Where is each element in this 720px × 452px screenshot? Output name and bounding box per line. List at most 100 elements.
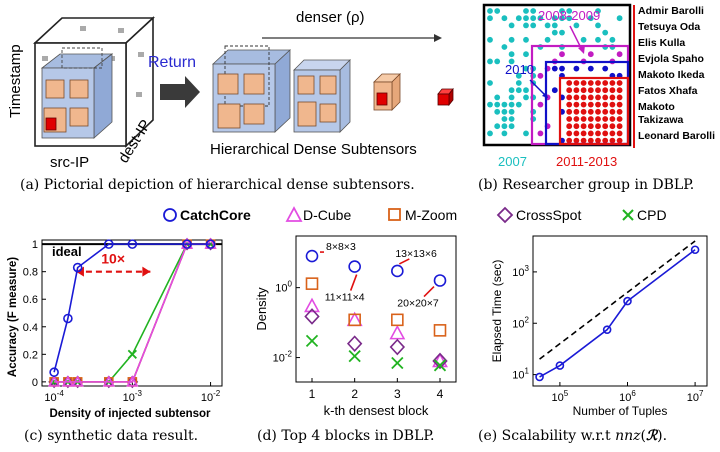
adjacency-dot (609, 36, 616, 43)
adjacency-dot (602, 137, 609, 144)
adjacency-dot (523, 65, 529, 72)
annotation-ideal: ideal (52, 244, 82, 259)
adjacency-dot (494, 101, 501, 108)
x-tick-label: 1 (309, 387, 316, 401)
adjacency-dot (609, 94, 616, 101)
plot-frame (41, 239, 223, 387)
block-size-annotation: 8×8×3 (326, 241, 356, 253)
adjacency-dot (559, 8, 565, 14)
adjacency-dot (530, 8, 537, 14)
x-tick-label: 3 (394, 387, 401, 401)
axis-src-label: src-IP (50, 154, 89, 171)
adjacency-dot (580, 94, 587, 101)
adjacency-dot (487, 8, 493, 14)
adjacency-dot (587, 130, 594, 137)
x-stroke (127, 349, 137, 359)
adjacency-dot (587, 80, 594, 86)
linear-reference-line (539, 240, 696, 360)
adjacency-dot (508, 58, 515, 65)
legend-item-mzoom: M-Zoom (388, 207, 457, 223)
researcher-name: Fatos Xhafa (638, 85, 698, 97)
data-point (304, 308, 320, 325)
data-point (126, 375, 139, 387)
adjacency-dot (616, 15, 623, 22)
x-axis-label: Density of injected subtensor (49, 408, 211, 420)
x-axis-label: Number of Tuples (573, 404, 668, 418)
adjacency-dot (580, 130, 587, 137)
adjacency-dot (537, 101, 544, 108)
data-point (346, 335, 363, 352)
adjacency-dot (566, 123, 573, 130)
adjacency-dot (566, 116, 573, 122)
data-point (348, 349, 361, 363)
researcher-name: Makoto (638, 101, 675, 113)
researcher-name-list: Admir Barolli Tetsuya Oda Elis Kulla Evj… (638, 5, 715, 142)
adjacency-dot (609, 80, 616, 86)
adjacency-dot (508, 101, 515, 108)
x-tick-label: 10-4 (44, 389, 64, 404)
x-stroke (433, 359, 447, 372)
adjacency-dot (609, 137, 616, 144)
caption-a: (a) Pictorial depiction of hierarchical … (20, 177, 415, 193)
adjacency-dot (544, 22, 551, 29)
circle-marker-icon (163, 208, 177, 222)
adjacency-dot (573, 22, 580, 29)
data-point (433, 359, 447, 372)
adjacency-dot (530, 15, 537, 22)
adjacency-dot (551, 65, 558, 72)
x-marker-icon (622, 209, 634, 221)
legend-label: CrossSpot (516, 207, 581, 223)
adjacency-dot (595, 8, 601, 14)
adjacency-dot (559, 65, 565, 72)
data-point (432, 352, 448, 370)
adjacency-dot (616, 116, 623, 122)
adjacency-dot (616, 87, 623, 94)
researcher-name: Leonard Barolli (638, 130, 715, 142)
adjacency-dot (515, 15, 522, 22)
adjacency-dot (508, 123, 515, 130)
adjacency-dot (580, 101, 587, 108)
adjacency-dot (595, 22, 601, 29)
y-axis-label: Accuracy (F measure) (7, 257, 19, 377)
x-stroke (305, 334, 319, 348)
adjacency-dot (566, 137, 573, 144)
data-point (205, 239, 216, 249)
y-axis-label: Elapsed Time (sec) (490, 260, 504, 363)
adjacency-dot (609, 123, 616, 130)
data-point (602, 325, 612, 334)
adjacency-dot (523, 15, 529, 22)
adjacency-dot (587, 123, 594, 130)
x-axis-label: k-th densest block (324, 403, 429, 418)
box-2011-2013 (558, 76, 630, 146)
data-point (391, 356, 404, 370)
x-tick-label: 105 (552, 389, 569, 404)
block-size-annotation: 11×11×4 (325, 292, 365, 304)
adjacency-dot (595, 101, 601, 108)
legend-item-dcube: D-Cube (285, 206, 351, 223)
adjacency-dot (551, 29, 558, 36)
adjacency-dot (494, 58, 501, 65)
adjacency-dot (523, 36, 529, 43)
adjacency-dot (580, 123, 587, 130)
adjacency-dot (602, 116, 609, 122)
legend-item-cpd: CPD (622, 207, 667, 223)
adjacency-dot (580, 137, 587, 144)
adjacency-dot (595, 130, 601, 137)
researcher-name: Admir Barolli (638, 5, 704, 17)
adjacency-dot (487, 80, 493, 86)
adjacency-dot (508, 87, 515, 94)
adjacency-dot (551, 87, 558, 94)
annotation-arrow (423, 285, 435, 298)
adjacency-dot (523, 8, 529, 14)
y-tick-label: 102 (512, 315, 529, 330)
adjacency-dot (551, 15, 558, 22)
adjacency-dot (501, 108, 508, 115)
adjacency-dot (501, 116, 508, 122)
adjacency-dot (595, 116, 601, 122)
adjacency-dot (494, 94, 501, 101)
adjacency-dot (573, 108, 580, 115)
chart-e-scalability: 101 102 103 105 106 107 Number of Tuples Elapse… (490, 235, 708, 418)
adjacency-dot (616, 108, 623, 115)
adjacency-dot (580, 80, 587, 86)
adjacency-dot (573, 101, 580, 108)
